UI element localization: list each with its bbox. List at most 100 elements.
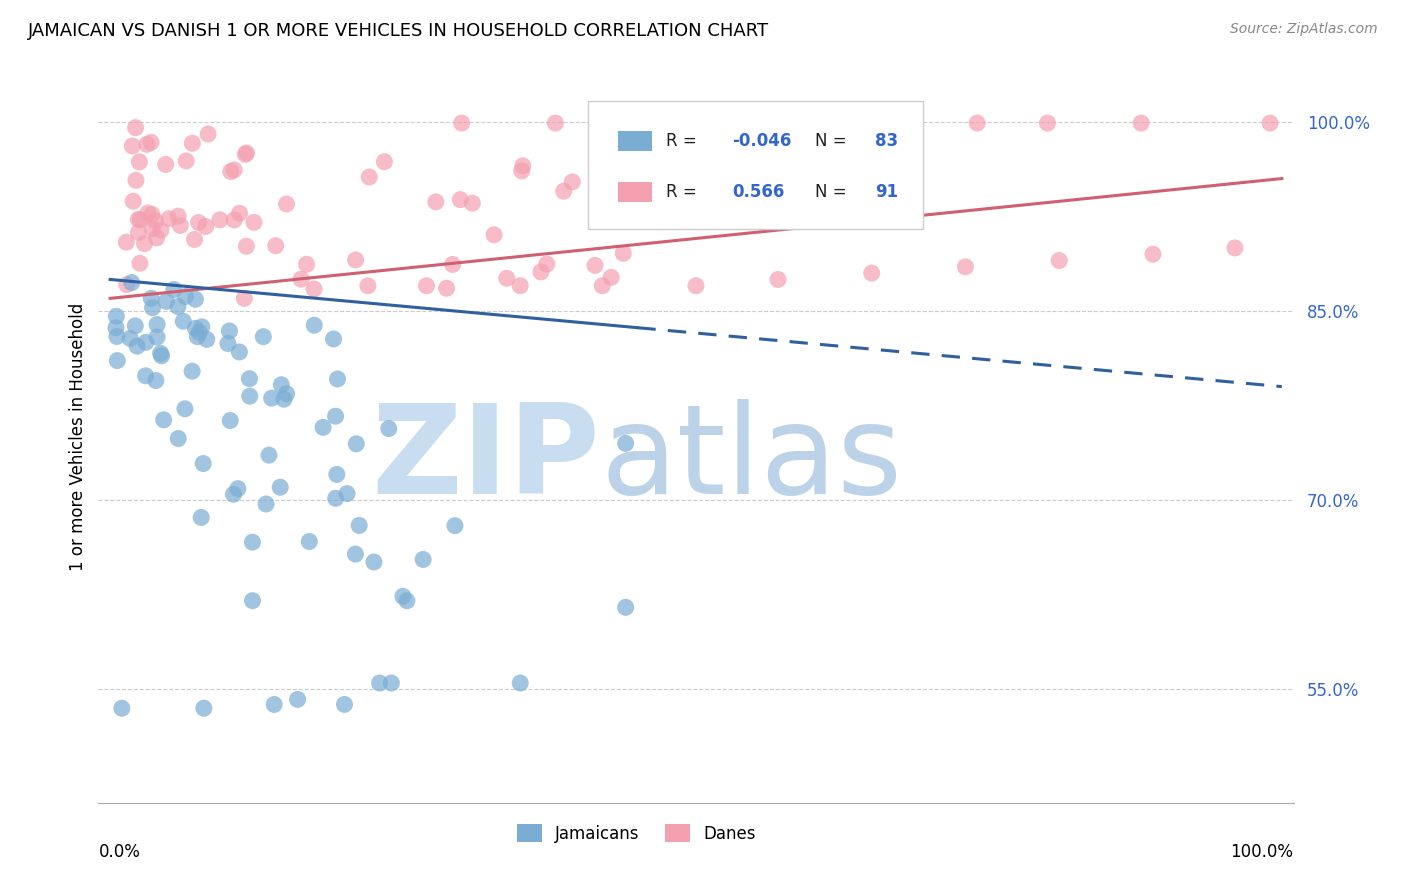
Point (333, 698, 356, 712)
Point (359, 169, 381, 184)
Point (298, 534, 321, 549)
Point (121, 276, 143, 290)
Point (194, 219, 217, 234)
Point (357, 278, 380, 293)
Point (583, 259, 606, 273)
Point (415, 278, 437, 293)
Point (1258, 116, 1281, 130)
Point (238, 372, 260, 386)
Point (966, 116, 988, 130)
Point (115, 277, 138, 292)
Point (149, 223, 172, 237)
Point (495, 271, 517, 285)
Point (326, 467, 349, 482)
Point (222, 487, 245, 501)
Text: 0.566: 0.566 (733, 183, 785, 201)
Point (183, 232, 205, 246)
Point (141, 221, 163, 235)
Point (105, 310, 128, 324)
Point (326, 372, 349, 386)
Point (186, 329, 208, 343)
Point (217, 336, 239, 351)
Point (344, 547, 367, 561)
Point (273, 392, 295, 407)
Bar (619, 130, 652, 151)
Point (134, 236, 156, 251)
Point (157, 211, 180, 226)
Point (325, 491, 347, 506)
Point (146, 318, 169, 332)
Point (127, 226, 149, 240)
Point (344, 252, 367, 267)
Point (312, 420, 335, 434)
Point (614, 436, 637, 450)
Point (235, 147, 257, 161)
Point (141, 207, 163, 221)
Point (136, 206, 159, 220)
Bar (619, 182, 652, 202)
Point (152, 413, 174, 427)
Point (395, 594, 418, 608)
Point (139, 136, 162, 150)
Point (269, 480, 291, 494)
Point (208, 212, 231, 227)
Legend: Jamaicans, Danes: Jamaicans, Danes (510, 818, 762, 849)
Point (766, 272, 789, 286)
Point (195, 332, 218, 346)
Point (436, 281, 458, 295)
Text: ZIP: ZIP (371, 399, 600, 519)
Text: 83: 83 (876, 132, 898, 150)
Point (135, 335, 157, 350)
Point (122, 194, 145, 209)
FancyBboxPatch shape (589, 101, 922, 228)
Point (1130, 116, 1153, 130)
Point (193, 701, 215, 715)
Point (228, 345, 250, 359)
Point (287, 692, 309, 706)
Point (450, 116, 472, 130)
Point (536, 257, 558, 271)
Point (174, 289, 197, 303)
Point (825, 116, 848, 130)
Point (187, 215, 209, 229)
Point (425, 194, 447, 209)
Point (1142, 247, 1164, 261)
Text: N =: N = (815, 183, 852, 201)
Point (322, 332, 344, 346)
Point (181, 364, 204, 378)
Point (392, 590, 415, 604)
Point (226, 482, 249, 496)
Point (270, 377, 292, 392)
Point (167, 432, 190, 446)
Point (219, 413, 242, 427)
Point (121, 139, 143, 153)
Y-axis label: 1 or more Vehicles in Household: 1 or more Vehicles in Household (69, 303, 87, 571)
Point (149, 346, 172, 360)
Point (167, 209, 190, 223)
Point (290, 272, 312, 286)
Point (129, 256, 152, 270)
Point (141, 301, 163, 315)
Point (378, 421, 401, 435)
Point (302, 282, 325, 296)
Point (188, 326, 211, 340)
Point (304, 318, 326, 333)
Point (612, 246, 634, 260)
Point (163, 283, 186, 297)
Point (896, 116, 918, 130)
Point (731, 116, 754, 130)
Point (412, 552, 434, 566)
Text: 91: 91 (876, 183, 898, 201)
Point (146, 330, 169, 344)
Point (193, 457, 215, 471)
Point (150, 349, 173, 363)
Point (127, 339, 149, 353)
Text: R =: R = (666, 132, 702, 150)
Point (955, 260, 977, 274)
Point (638, 116, 661, 130)
Point (174, 153, 197, 168)
Point (276, 386, 298, 401)
Point (239, 389, 262, 403)
Text: R =: R = (666, 183, 702, 201)
Point (219, 164, 242, 178)
